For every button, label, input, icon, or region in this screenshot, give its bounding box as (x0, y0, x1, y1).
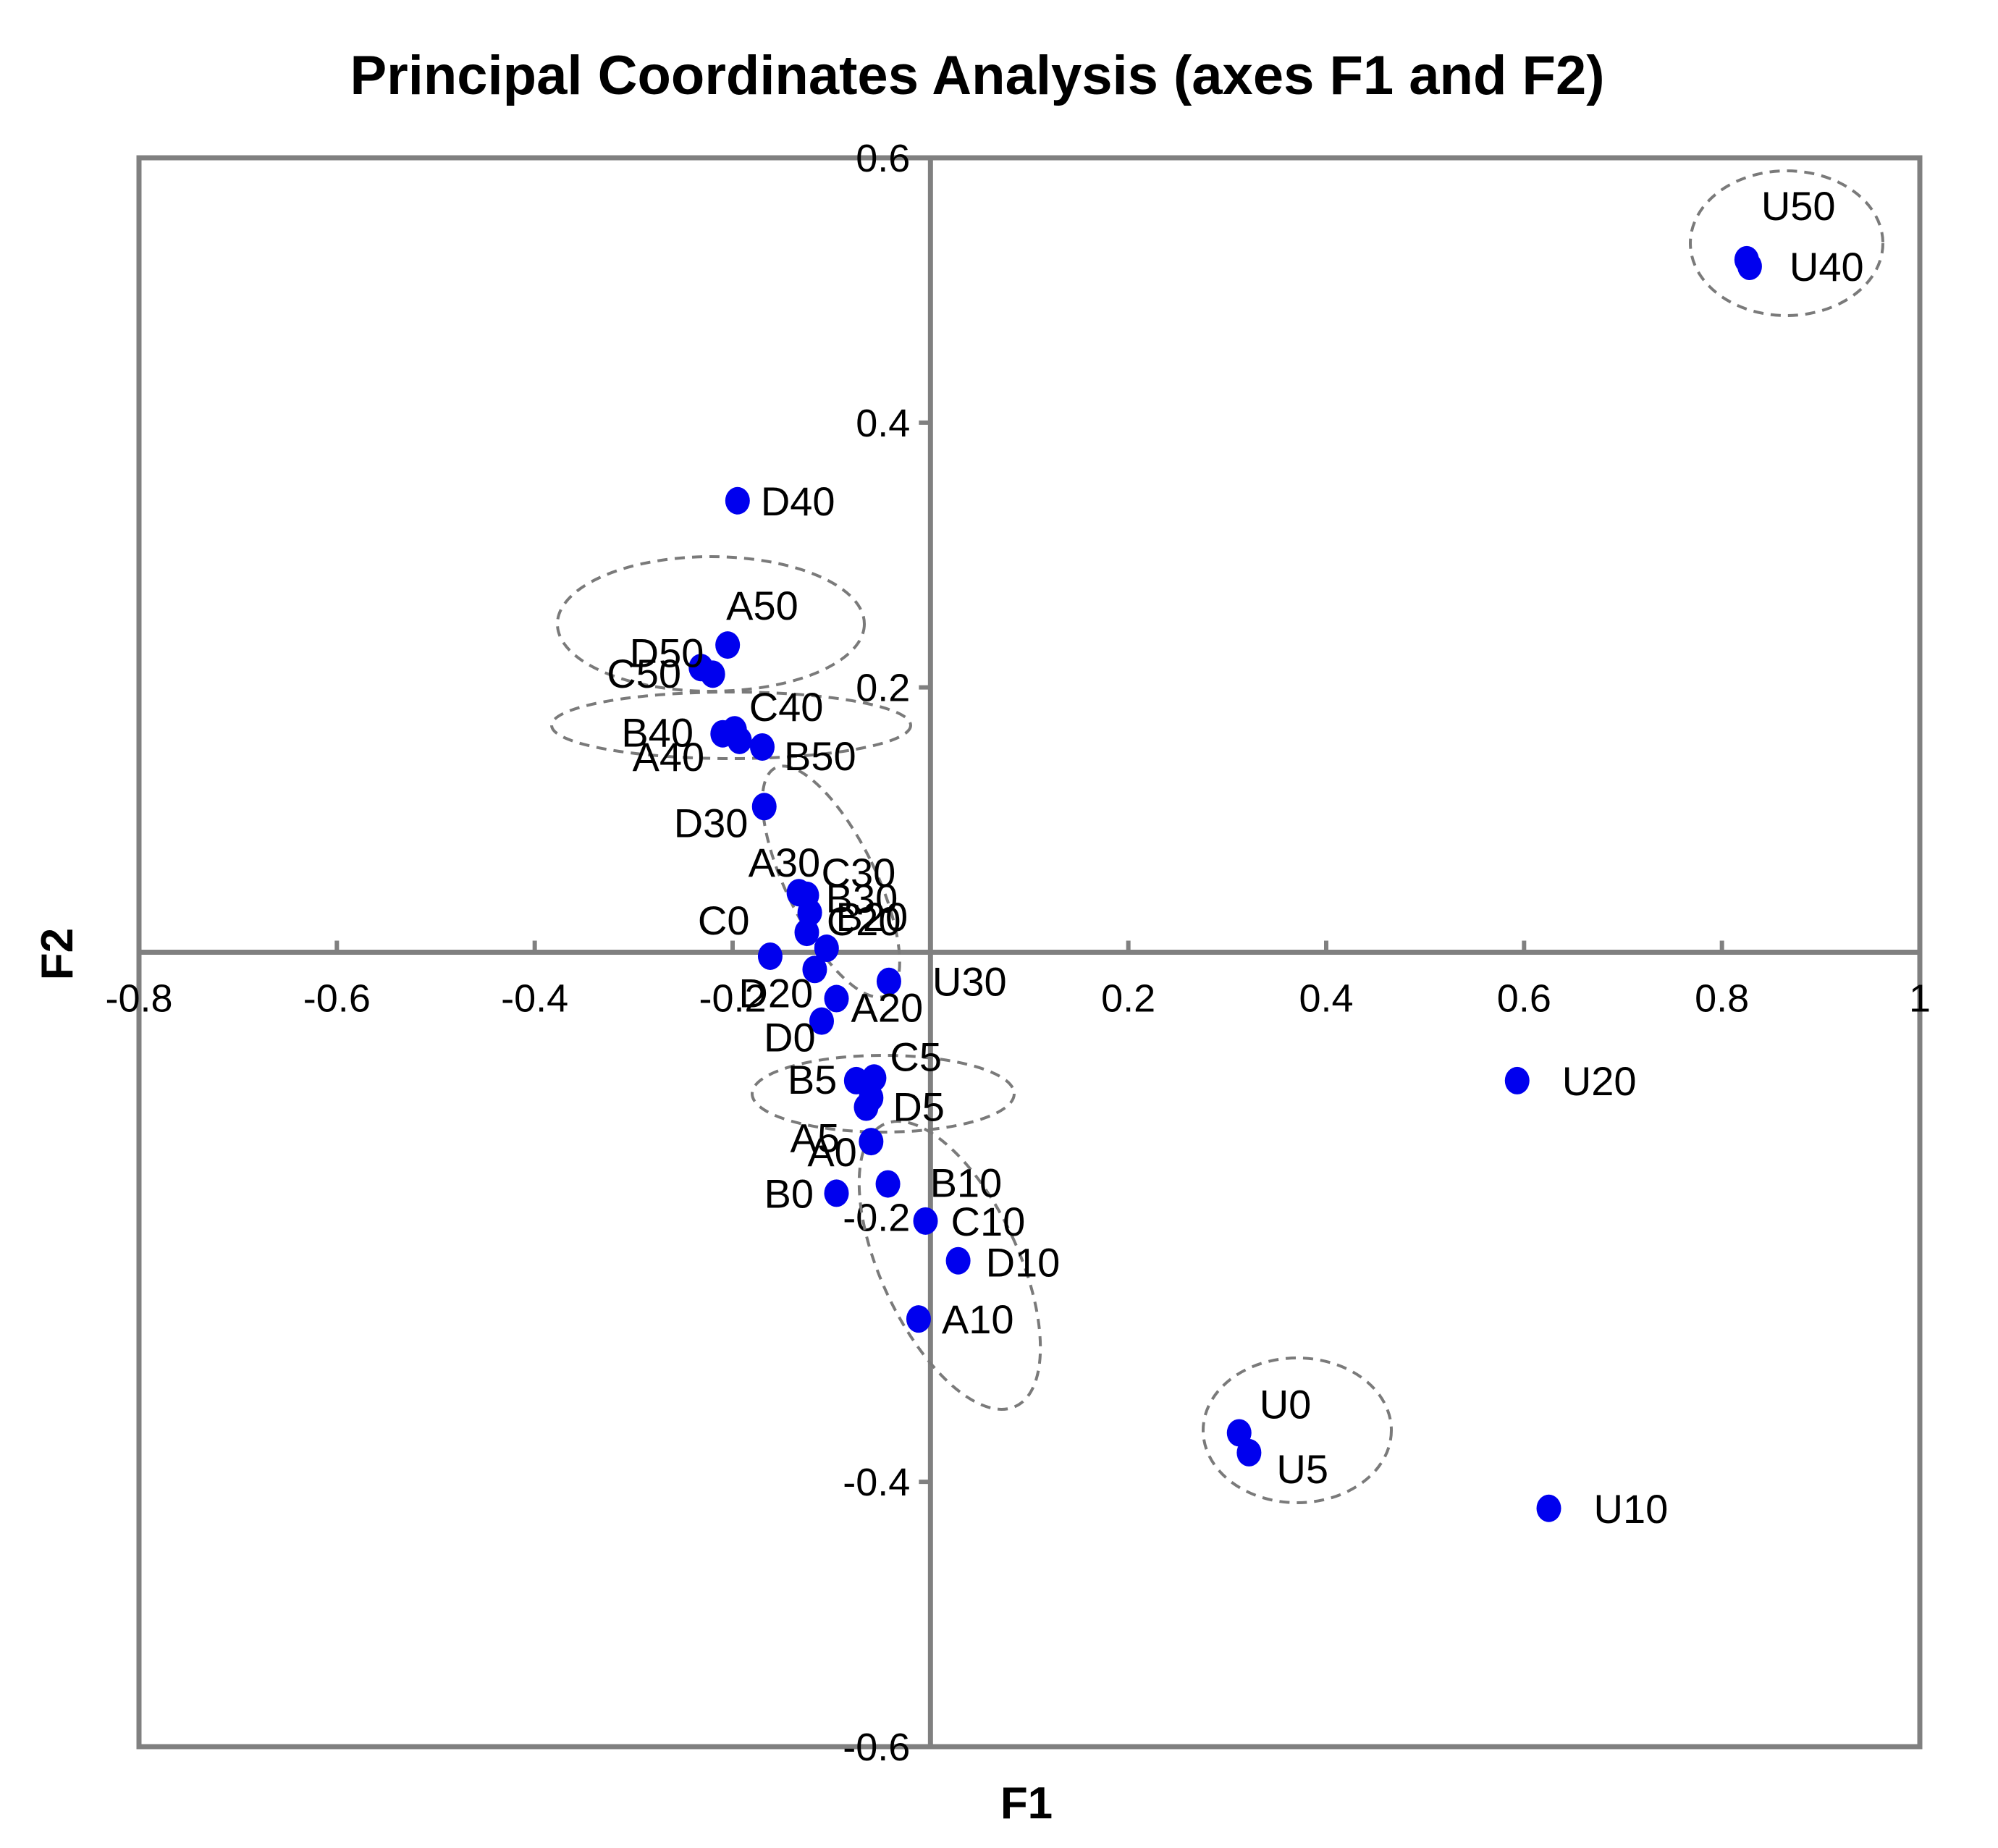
x-tick-label: 1 (1909, 977, 1931, 1021)
point-label-c10: C10 (951, 1199, 1026, 1244)
cluster-ellipse-u50-u40 (1689, 169, 1884, 317)
data-point-b10 (875, 1170, 901, 1198)
y-ticks: 0.60.40.2-0.2-0.4-0.6 (843, 137, 931, 1769)
cluster-ellipse-b5-c5-a5-d5 (751, 1054, 1016, 1134)
x-ticks: -0.8 -0.6 -0.4 -0.2 0.2 0.4 0.6 0.8 1 (105, 940, 1931, 1021)
data-point-c20 (814, 934, 839, 963)
data-point-b0 (824, 1179, 849, 1207)
data-point-c50 (688, 654, 714, 682)
point-label-a5: A5 (791, 1115, 840, 1161)
point-label-b50: B50 (784, 733, 856, 779)
point-label-b0: B0 (764, 1170, 814, 1216)
data-point-d5 (859, 1084, 884, 1112)
data-point-u10 (1536, 1494, 1561, 1522)
x-tick-label: -0.4 (501, 977, 568, 1021)
y-tick-label: 0.6 (856, 137, 910, 180)
cluster-ellipses (550, 169, 1884, 1504)
point-label-u40: U40 (1790, 244, 1864, 290)
point-label-c20: C20 (827, 898, 901, 944)
cluster-ellipse-u0-u5 (1202, 1357, 1393, 1504)
point-label-a40: A40 (633, 734, 705, 780)
data-point-u5 (1236, 1438, 1262, 1467)
point-label-c50: C50 (607, 651, 681, 696)
point-label-a0: A0 (807, 1129, 857, 1175)
y-axis-title: F2 (33, 928, 83, 980)
chart-title: Principal Coordinates Analysis (axes F1 … (350, 45, 1604, 106)
point-label-d10: D10 (986, 1240, 1061, 1286)
point-label-a30: A30 (749, 840, 821, 885)
point-label-u50: U50 (1761, 183, 1836, 229)
data-point-u30 (876, 967, 901, 995)
x-tick-label: -0.8 (105, 977, 172, 1021)
point-label-c40: C40 (749, 684, 824, 730)
point-label-c0: C0 (698, 898, 750, 943)
point-label-u10: U10 (1594, 1486, 1669, 1532)
point-label-b5: B5 (788, 1057, 838, 1102)
point-label-a10: A10 (942, 1296, 1014, 1342)
x-tick-label: 0.8 (1695, 977, 1749, 1021)
data-point-d30 (751, 793, 777, 821)
point-label-d50: D50 (630, 630, 704, 675)
data-points (688, 245, 1762, 1522)
cluster-ellipse-b40-c40-b50 (550, 691, 912, 760)
data-point-d0 (809, 1007, 834, 1035)
x-axis-title: F1 (1000, 1779, 1053, 1828)
point-label-a50: A50 (726, 583, 798, 628)
point-label-b30: B30 (826, 876, 898, 921)
point-label-u30: U30 (932, 959, 1007, 1005)
y-tick-label: 0.4 (856, 402, 910, 445)
data-point-b20 (794, 919, 819, 947)
y-tick-label: -0.6 (843, 1726, 910, 1769)
point-label-c5: C5 (890, 1034, 942, 1079)
point-label-u0: U0 (1260, 1381, 1312, 1427)
data-point-c0 (757, 942, 783, 970)
y-tick-label: -0.4 (843, 1461, 910, 1504)
data-point-a20 (824, 984, 849, 1013)
y-tick-label: -0.2 (843, 1196, 910, 1239)
data-point-a0 (859, 1128, 884, 1156)
point-label-d20: D20 (738, 970, 813, 1016)
data-point-u40 (1737, 252, 1762, 280)
cluster-ellipse-b10-c10-d10-a10 (857, 1120, 1042, 1411)
point-label-u5: U5 (1276, 1446, 1328, 1492)
x-tick-label: -0.6 (303, 977, 371, 1021)
point-label-c30: C30 (822, 850, 896, 895)
point-label-b10: B10 (930, 1160, 1003, 1206)
point-label-b20: B20 (836, 894, 909, 940)
point-label-d30: D30 (674, 800, 749, 845)
x-tick-label: 0.4 (1299, 977, 1353, 1021)
x-tick-label: 0.6 (1497, 977, 1551, 1021)
point-label-a20: A20 (851, 985, 924, 1031)
data-point-d40 (725, 486, 750, 515)
x-tick-label: 0.2 (1101, 977, 1155, 1021)
point-label-u20: U20 (1562, 1058, 1637, 1104)
point-label-b40: B40 (621, 710, 694, 756)
point-label-d5: D5 (893, 1084, 945, 1130)
data-point-c10 (913, 1207, 938, 1235)
data-point-a40 (727, 726, 752, 754)
x-tick-label: -0.2 (699, 977, 766, 1021)
data-point-b50 (750, 733, 775, 761)
data-point-a10 (906, 1305, 931, 1333)
data-point-d20 (802, 955, 827, 984)
data-point-d10 (945, 1246, 971, 1275)
data-point-u20 (1504, 1066, 1530, 1094)
point-label-d0: D0 (764, 1015, 816, 1060)
point-label-d40: D40 (761, 478, 835, 524)
data-point-a50 (715, 631, 741, 659)
